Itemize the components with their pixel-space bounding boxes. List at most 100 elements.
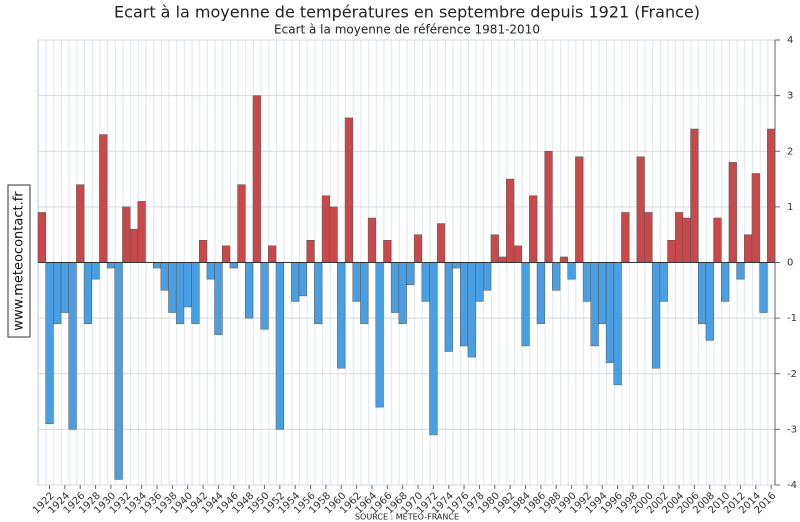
bar [536, 262, 545, 324]
bar [352, 262, 361, 302]
bar [106, 262, 116, 269]
bar [582, 262, 592, 302]
bar [214, 262, 223, 336]
bar [206, 262, 215, 280]
bar [728, 162, 737, 263]
bar [521, 262, 530, 347]
bar [567, 262, 576, 280]
bar [337, 262, 346, 369]
bar [705, 262, 714, 341]
y-tick-label: -3 [787, 424, 797, 435]
bar [513, 245, 522, 263]
bar [598, 262, 607, 324]
bar [152, 262, 162, 269]
y-tick-label: -4 [787, 480, 797, 491]
bar [37, 212, 46, 263]
bar [245, 262, 254, 319]
bar [91, 262, 100, 280]
bar [429, 262, 438, 436]
chart-subtitle: Ecart à la moyenne de référence 1981-201… [274, 23, 540, 37]
bar [590, 262, 599, 347]
bar [444, 262, 453, 352]
bar [321, 195, 330, 263]
bar [360, 262, 369, 324]
bar [459, 262, 469, 347]
bar [76, 184, 85, 263]
watermark-box [7, 184, 31, 338]
bar [605, 262, 615, 363]
bar [168, 262, 177, 313]
bar [613, 262, 622, 386]
y-tick-label: -1 [787, 313, 797, 324]
bar [667, 240, 676, 263]
bar [99, 134, 108, 263]
bar [413, 234, 423, 263]
bar [475, 262, 484, 302]
bar [83, 262, 92, 324]
bar [736, 262, 745, 280]
bar [198, 240, 208, 263]
y-tick-label: 4 [787, 35, 793, 46]
bar [122, 206, 131, 263]
bar [644, 212, 653, 263]
bar [406, 262, 415, 285]
bar [114, 262, 123, 480]
y-tick-label: 2 [787, 146, 793, 157]
bar [651, 262, 661, 369]
bar [690, 128, 699, 263]
chart-title: Ecart à la moyenne de températures en se… [114, 3, 700, 22]
bar [421, 262, 430, 302]
bar [575, 156, 584, 263]
bar [137, 201, 146, 263]
bar [53, 262, 62, 324]
bar [260, 262, 269, 330]
bar [237, 184, 246, 263]
bar [229, 262, 238, 269]
bar [721, 262, 730, 302]
bar [674, 212, 684, 263]
bar [529, 195, 538, 263]
bar [160, 262, 169, 291]
bar [467, 262, 476, 358]
bar [398, 262, 407, 324]
bar [45, 262, 54, 425]
bar [275, 262, 284, 430]
bar [291, 262, 300, 302]
bar [252, 95, 261, 263]
bar [659, 262, 668, 302]
bar [498, 256, 507, 263]
bar [183, 262, 192, 308]
source: SOURCE : METEO-FRANCE [355, 513, 459, 522]
bar [452, 262, 461, 269]
bar [559, 256, 568, 263]
bar [222, 245, 231, 263]
bar [60, 262, 69, 313]
bar [436, 223, 446, 263]
bar [329, 206, 338, 263]
bar [767, 128, 776, 263]
bar [697, 262, 707, 324]
bar [383, 240, 392, 263]
bar [682, 217, 691, 263]
bar [506, 178, 515, 263]
watermark: www.meteocontact.fr [12, 191, 27, 331]
bar [759, 262, 768, 313]
bar [490, 234, 499, 263]
bar [621, 212, 630, 263]
bar [175, 262, 185, 324]
bar [544, 151, 553, 263]
bar [636, 156, 645, 263]
bar [713, 217, 722, 263]
y-tick-label: 1 [787, 202, 793, 213]
bar [751, 173, 760, 263]
bar [129, 228, 139, 263]
y-tick-label: 3 [787, 91, 793, 102]
bar [298, 262, 307, 297]
bar [483, 262, 492, 291]
bar [390, 262, 400, 313]
bar [552, 262, 561, 291]
bar [344, 117, 354, 263]
bar [375, 262, 384, 408]
bar [744, 234, 753, 263]
